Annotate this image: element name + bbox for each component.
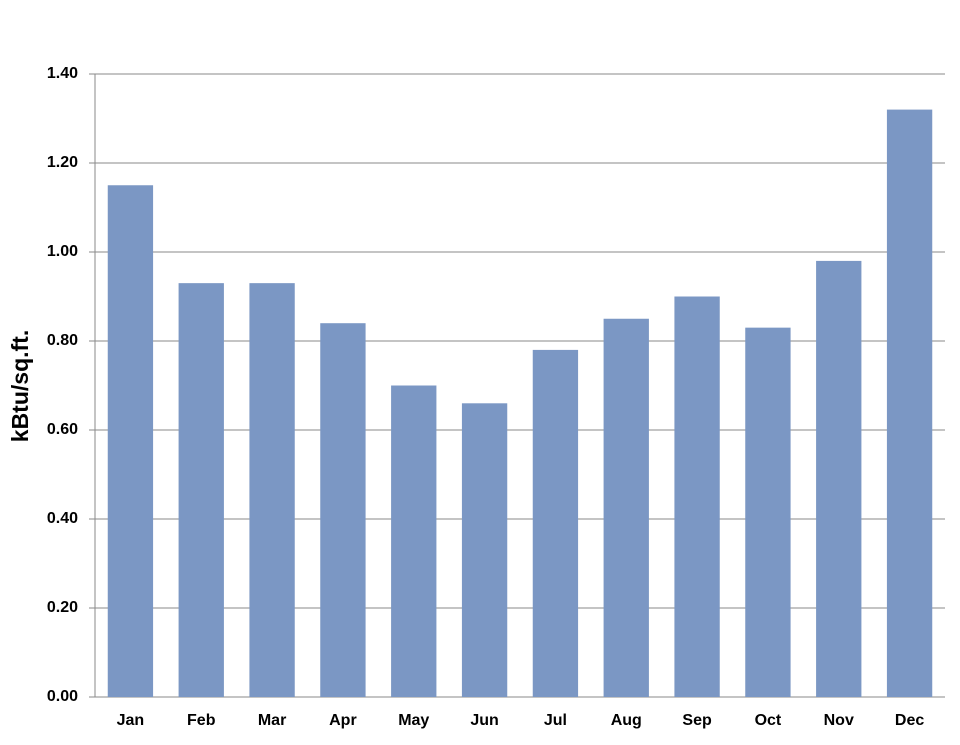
bar (816, 260, 862, 697)
x-tick-label: Sep (682, 712, 712, 729)
x-tick-label: Dec (895, 712, 924, 729)
bar (532, 349, 579, 697)
y-tick-label: 1.40 (47, 65, 78, 82)
y-tick-label: 0.40 (47, 510, 78, 527)
x-tick-label: Aug (611, 712, 642, 729)
y-tick-label: 0.80 (47, 332, 78, 349)
x-tick-label: Feb (187, 712, 216, 729)
x-tick-label: Mar (258, 712, 286, 729)
x-tick-label: May (398, 712, 429, 729)
x-tick-label: Jul (544, 712, 567, 729)
x-tick-label: Jan (117, 712, 145, 729)
bar (745, 327, 791, 697)
bar (603, 318, 649, 697)
y-tick-label: 1.00 (47, 243, 78, 260)
y-tick-label: 0.00 (47, 688, 78, 705)
bar (249, 283, 295, 697)
x-tick-label: Jun (470, 712, 498, 729)
bar (674, 296, 720, 697)
bar (886, 109, 933, 698)
bar (178, 283, 224, 697)
y-tick-label: 0.60 (47, 421, 78, 438)
y-axis-label: kBtu/sq.ft. (7, 330, 33, 442)
y-tick-label: 0.20 (47, 599, 78, 616)
bar (107, 185, 154, 697)
x-tick-label: Apr (329, 712, 357, 729)
bar (461, 403, 508, 697)
y-tick-label: 1.20 (47, 154, 78, 171)
x-tick-label: Nov (824, 712, 854, 729)
bar (391, 385, 437, 697)
x-tick-label: Oct (755, 712, 782, 729)
bar (320, 323, 366, 697)
